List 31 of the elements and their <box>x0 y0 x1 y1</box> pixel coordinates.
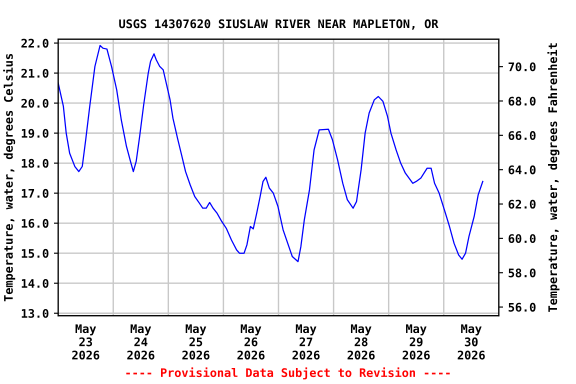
y2-tick-label: 68.0 <box>508 96 536 106</box>
x-tick-label: May 24 2026 <box>127 324 154 360</box>
y-tick-label: 13.0 <box>22 308 48 318</box>
x-tick-label: May 26 2026 <box>237 324 265 360</box>
y-tick-label: 14.0 <box>22 278 48 288</box>
text: ---- Provisional Data Subject to Revision ---- <box>126 367 450 380</box>
y-tick-label: 17.0 <box>22 188 48 198</box>
chart-title: USGS 14307620 SIUSLAW RIVER NEAR MAPLETON, OR <box>119 19 438 30</box>
y-tick-label: 22.0 <box>21 38 48 48</box>
y2-tick-label: 62.0 <box>508 200 536 209</box>
y2-axis-title: Temperature, water, degrees Fahrenheit <box>547 43 560 312</box>
y2-tick-label: 64.0 <box>508 165 536 174</box>
y-tick-label: 15.0 <box>22 248 48 258</box>
y-tick-label: 21.0 <box>21 68 48 78</box>
y-tick-label: 19.0 <box>22 128 48 138</box>
x-tick-label: May 29 2026 <box>402 324 430 360</box>
x-tick-label: May 28 2026 <box>348 324 375 360</box>
y2-tick-label: 70.0 <box>508 62 536 72</box>
y2-tick-label: 60.0 <box>508 234 536 244</box>
y-axis-title: Temperature, water, degrees Celsius <box>3 54 16 302</box>
y-tick-label: 16.0 <box>22 218 48 228</box>
y-tick-label: 18.0 <box>22 158 48 168</box>
x-tick-label: May 27 2026 <box>292 324 320 360</box>
x-tick-label: May 30 2026 <box>458 324 485 360</box>
y2-tick-label: 66.0 <box>508 131 536 140</box>
y-tick-label: 20.0 <box>21 98 48 108</box>
x-tick-label: May 25 2026 <box>182 324 210 360</box>
y2-tick-label: 58.0 <box>508 268 536 278</box>
x-tick-label: May 23 2026 <box>72 324 100 360</box>
y2-tick-label: 56.0 <box>508 302 536 312</box>
line-series <box>58 44 484 262</box>
